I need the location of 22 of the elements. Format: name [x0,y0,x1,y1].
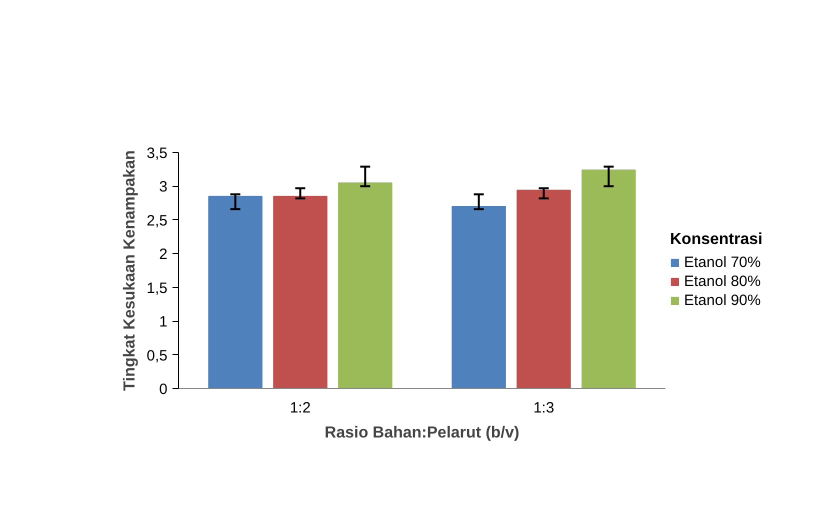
bar [516,190,571,388]
y-tick-label: 3 [159,178,168,196]
bar [273,196,328,388]
bar [452,206,506,388]
legend-title: Konsentrasi [670,231,762,249]
bar [208,196,262,388]
y-tick-label: 2 [159,246,168,264]
y-tick-label: 3,5 [146,145,168,162]
x-tick-label: 1:2 [290,400,311,416]
y-tick-label: 2,5 [146,212,168,230]
y-tick-label: 0 [159,381,168,398]
bar [338,182,392,388]
x-tick-label: 1:3 [533,400,554,416]
legend-label: Etanol 70% [684,254,761,271]
legend-label: Etanol 90% [684,292,761,309]
y-axis-title: Tingkat Kesukaan Kenampakan [122,150,139,391]
bar [582,170,636,388]
y-tick-label: 1,5 [146,280,168,297]
y-tick-label: 1 [159,314,168,331]
x-axis-title: Rasio Bahan:Pelarut (b/v) [324,424,520,442]
legend-label: Etanol 80% [684,273,761,290]
y-tick-label: 0,5 [146,347,168,364]
